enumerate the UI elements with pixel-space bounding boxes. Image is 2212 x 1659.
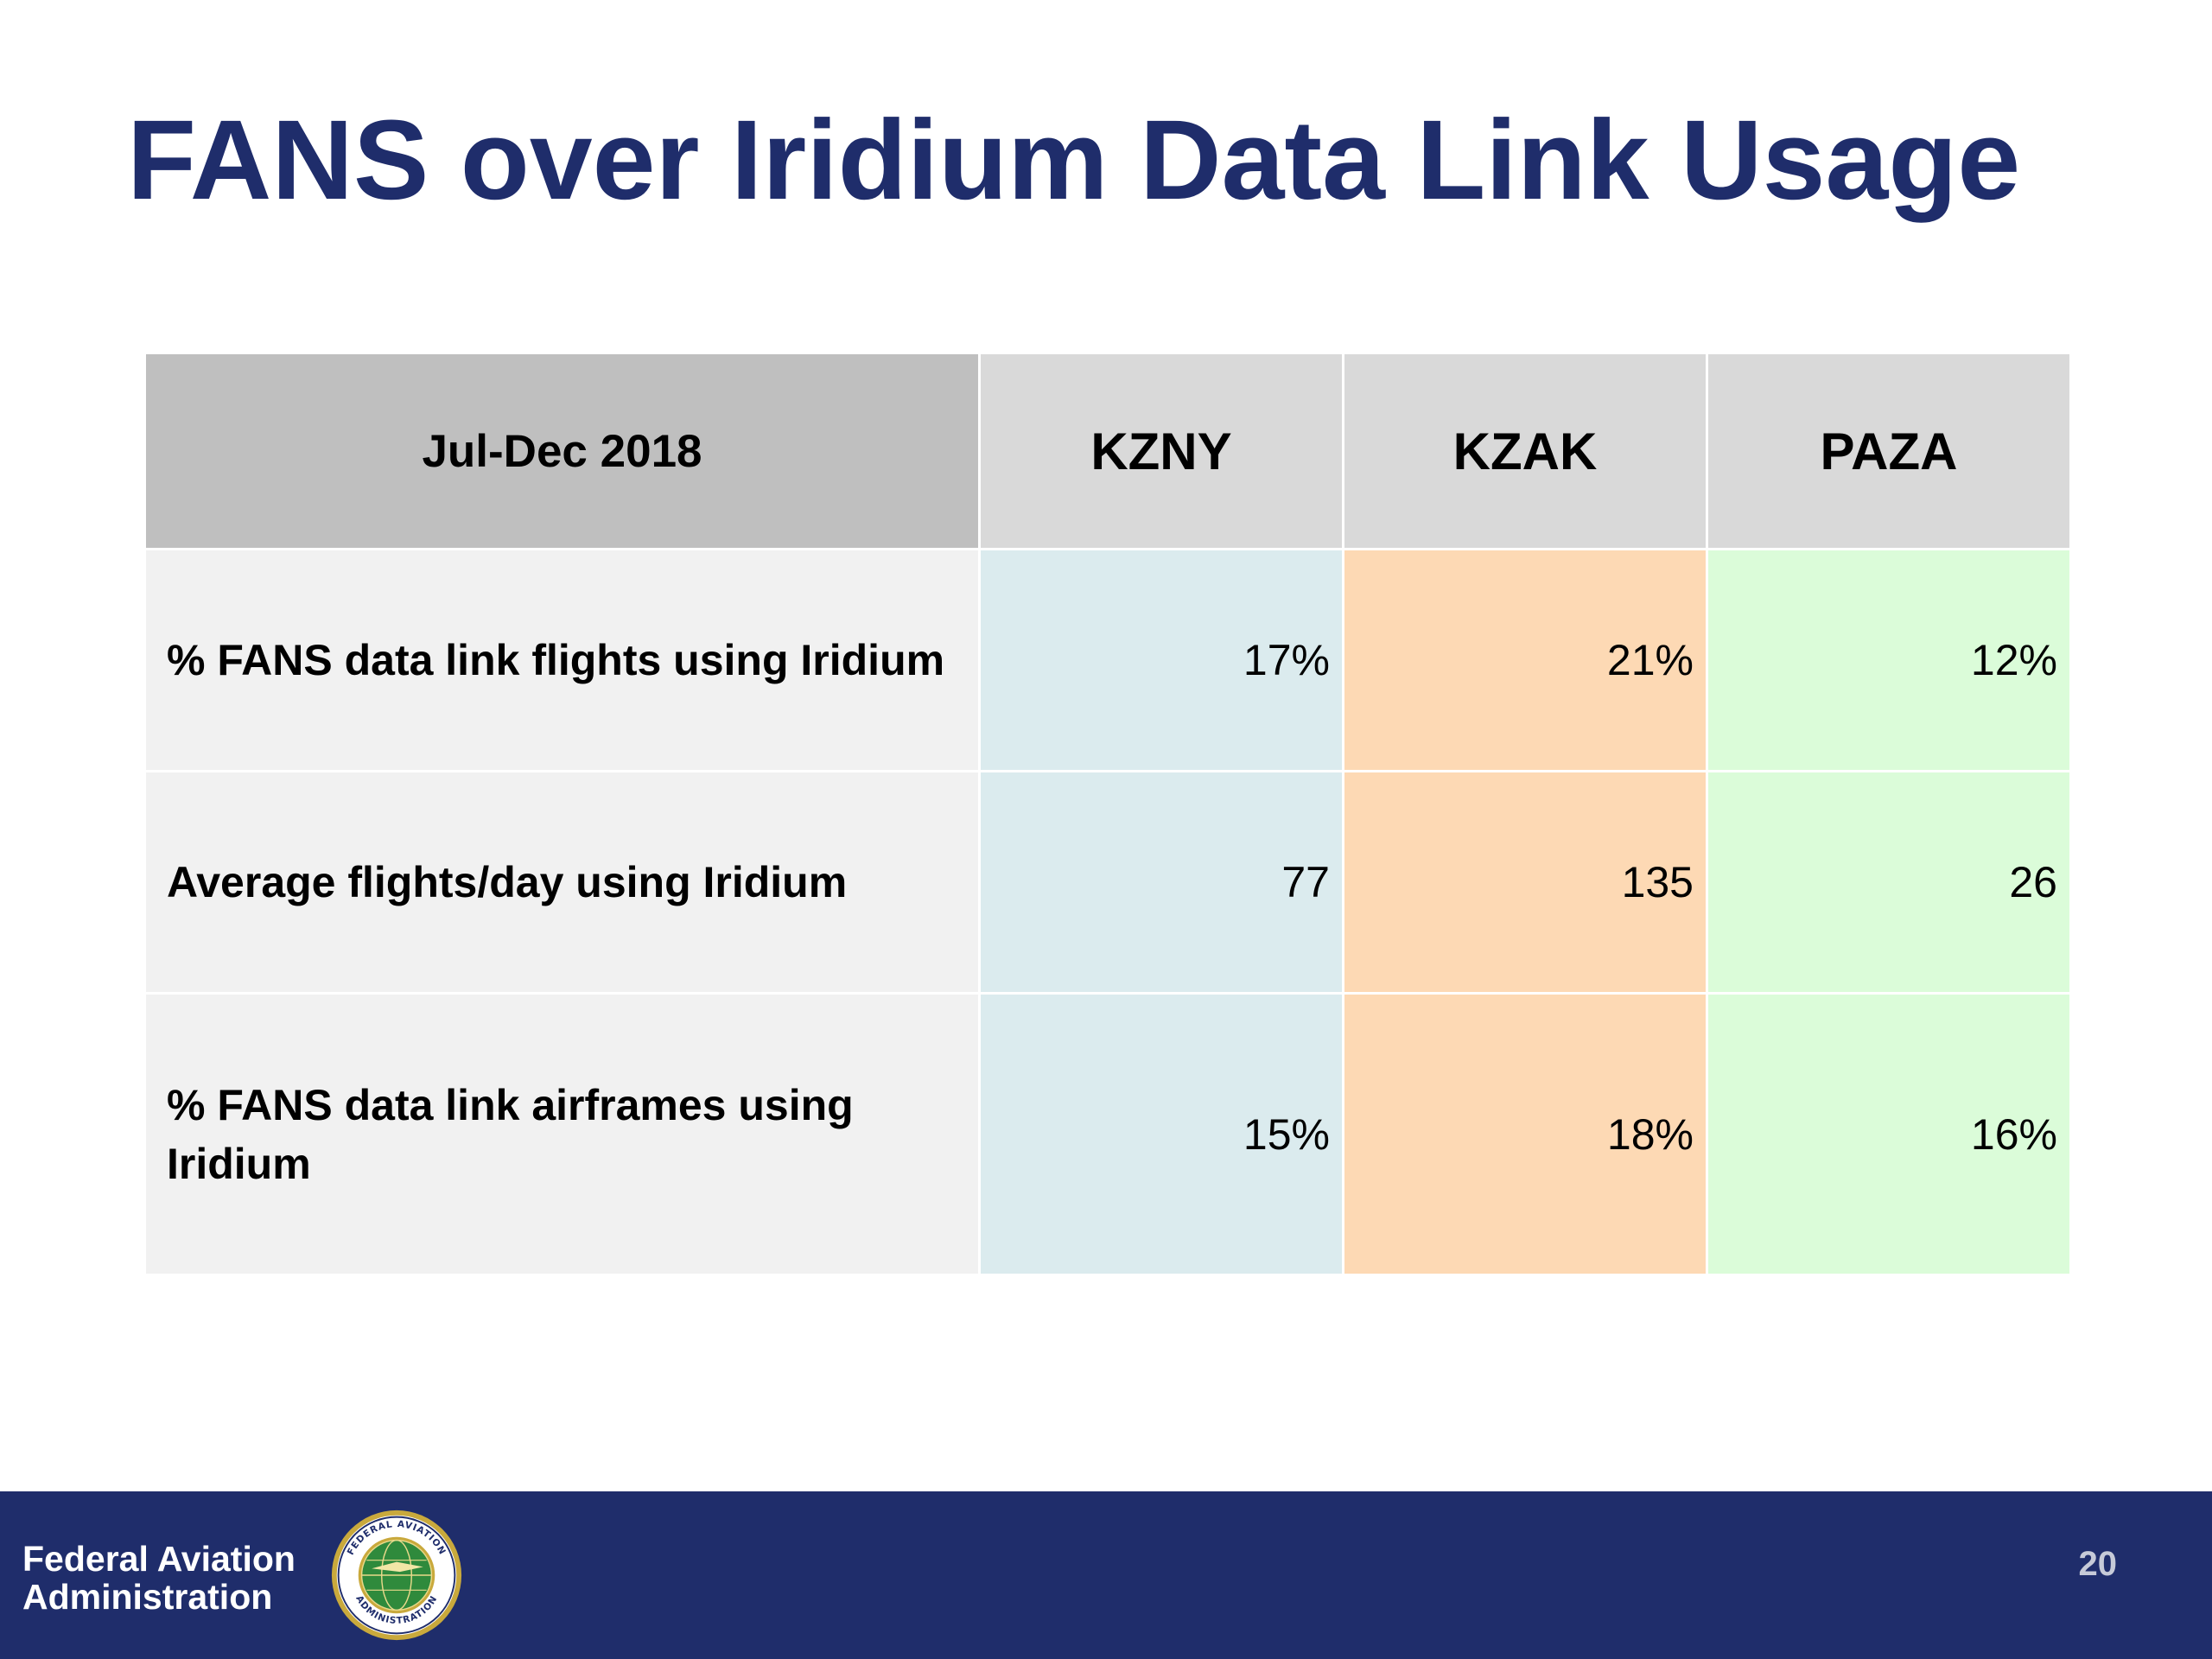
page-number: 20 (2078, 1545, 2118, 1583)
table-header-row: Jul-Dec 2018 KZNY KZAK PAZA (143, 352, 2072, 550)
agency-name: Federal Aviation Administration (22, 1540, 316, 1616)
cell-kzak: 18% (1342, 992, 1708, 1276)
column-header-kzak: KZAK (1342, 352, 1708, 550)
footer-bar: Federal Aviation Administration FEDERAL … (0, 1491, 2212, 1659)
usage-table: Jul-Dec 2018 KZNY KZAK PAZA % FANS data … (143, 352, 2072, 1276)
cell-kzny: 15% (978, 992, 1344, 1276)
slide-title: FANS over Iridium Data Link Usage (127, 96, 2021, 223)
faa-seal-icon: FEDERAL AVIATION ADMINISTRATION (331, 1510, 462, 1641)
row-label: % FANS data link flights using Iridium (143, 548, 981, 772)
cell-kzny: 77 (978, 770, 1344, 995)
cell-kzak: 21% (1342, 548, 1708, 772)
row-label: Average flights/day using Iridium (143, 770, 981, 995)
table-row: Average flights/day using Iridium 77 135… (143, 770, 2072, 995)
period-header: Jul-Dec 2018 (143, 352, 981, 550)
column-header-paza: PAZA (1706, 352, 2072, 550)
cell-kzny: 17% (978, 548, 1344, 772)
cell-kzak: 135 (1342, 770, 1708, 995)
agency-name-line1: Federal Aviation (22, 1539, 296, 1579)
row-label: % FANS data link airframes using Iridium (143, 992, 981, 1276)
cell-paza: 16% (1706, 992, 2072, 1276)
cell-paza: 26 (1706, 770, 2072, 995)
table-row: % FANS data link airframes using Iridium… (143, 992, 2072, 1276)
table-row: % FANS data link flights using Iridium 1… (143, 548, 2072, 772)
cell-paza: 12% (1706, 548, 2072, 772)
agency-name-line2: Administration (22, 1577, 273, 1617)
column-header-kzny: KZNY (978, 352, 1344, 550)
